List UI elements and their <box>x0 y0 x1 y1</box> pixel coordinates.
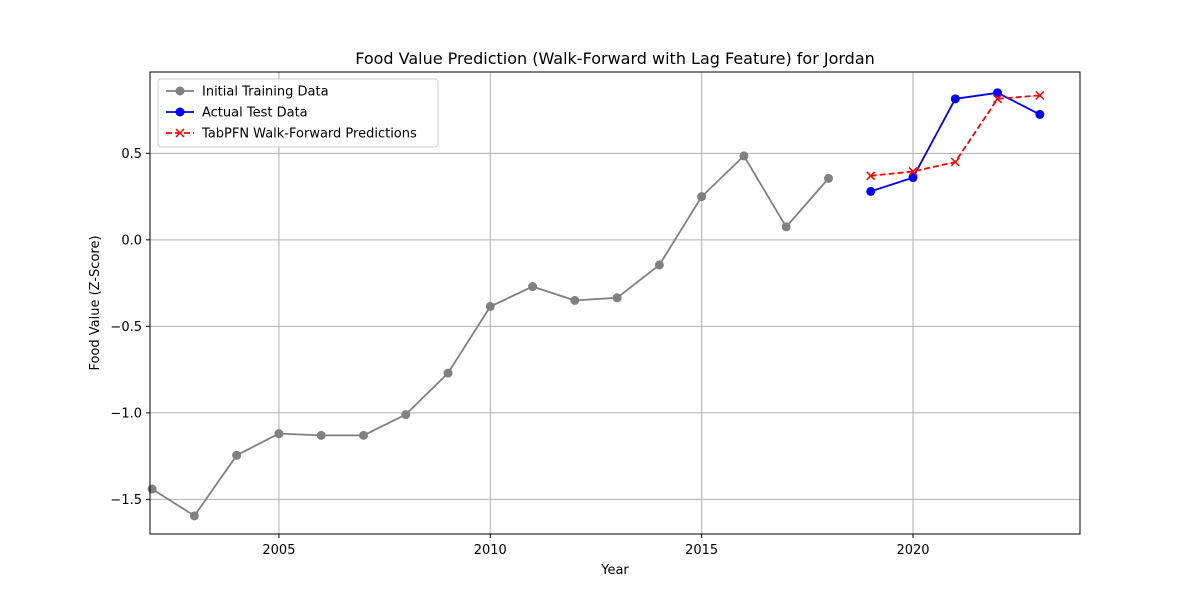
data-point <box>485 301 495 311</box>
chart-title: Food Value Prediction (Walk-Forward with… <box>355 49 875 68</box>
data-point <box>443 368 453 378</box>
data-point <box>697 192 707 202</box>
legend-marker <box>175 86 185 96</box>
legend-marker <box>175 128 185 138</box>
plot-frame <box>149 71 1081 535</box>
data-point <box>274 429 284 439</box>
legend-box <box>157 78 439 148</box>
legend: Initial Training Data Actual Test Data Tab… <box>157 78 439 148</box>
y-tick-label: 0.5 <box>121 147 142 162</box>
data-point <box>570 295 580 305</box>
x-tick-label: 2010 <box>474 543 507 558</box>
series-2 <box>866 88 1045 196</box>
data-point <box>316 430 326 440</box>
y-tick-label: 0.0 <box>121 233 142 248</box>
data-point <box>401 410 411 420</box>
data-point <box>866 186 876 196</box>
data-point-stroke <box>1035 90 1045 100</box>
legend-label: Actual Test Data <box>202 106 308 121</box>
legend-label: TabPFN Walk-Forward Predictions <box>201 127 417 142</box>
x-tick-label: 2015 <box>685 543 718 558</box>
legend-item: TabPFN Walk-Forward Predictions <box>166 127 417 142</box>
data-point <box>993 88 1003 98</box>
x-axis-label: Year <box>600 563 629 578</box>
data-point-stroke <box>866 171 876 181</box>
data-point <box>950 94 960 104</box>
data-point <box>866 171 876 181</box>
data-point <box>528 282 538 292</box>
data-point <box>189 511 199 521</box>
data-point <box>358 430 368 440</box>
data-point <box>739 151 749 161</box>
data-point-stroke <box>908 166 918 177</box>
data-point <box>147 484 157 494</box>
data-point <box>781 222 791 232</box>
data-point-stroke <box>993 94 1003 104</box>
axis-ticks: 2005 2010 2015 2020 −1.5 −1.0 −0.5 0.0 0.5 <box>110 147 929 558</box>
data-point <box>654 260 664 270</box>
data-point <box>1035 109 1045 119</box>
data-point <box>908 173 918 183</box>
legend-item: Initial Training Data <box>166 85 329 100</box>
data-point <box>950 157 960 167</box>
data-point-stroke <box>950 157 960 167</box>
x-tick-label: 2020 <box>896 543 929 558</box>
data-point <box>232 450 242 460</box>
series-3 <box>866 90 1045 181</box>
data-point <box>908 166 918 177</box>
legend-item: Actual Test Data <box>166 106 308 121</box>
data-point <box>993 94 1003 104</box>
series-layer <box>147 88 1045 521</box>
x-tick-label: 2005 <box>262 543 295 558</box>
y-tick-label: −0.5 <box>110 320 142 335</box>
legend-label: Initial Training Data <box>202 85 329 100</box>
data-point <box>612 293 622 303</box>
y-axis-label: Food Value (Z-Score) <box>88 235 103 370</box>
data-point <box>1035 90 1045 100</box>
y-tick-label: −1.0 <box>110 406 142 421</box>
y-tick-label: −1.5 <box>110 493 142 508</box>
data-point <box>823 173 833 183</box>
legend-marker <box>175 107 185 117</box>
